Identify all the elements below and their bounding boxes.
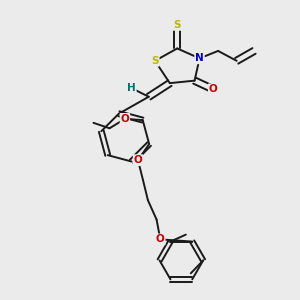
Text: S: S	[173, 20, 181, 30]
Text: O: O	[209, 84, 218, 94]
Text: O: O	[134, 155, 142, 165]
Text: S: S	[151, 56, 159, 66]
Text: N: N	[195, 53, 204, 63]
Text: O: O	[156, 234, 165, 244]
Text: O: O	[121, 114, 129, 124]
Text: H: H	[127, 83, 136, 93]
